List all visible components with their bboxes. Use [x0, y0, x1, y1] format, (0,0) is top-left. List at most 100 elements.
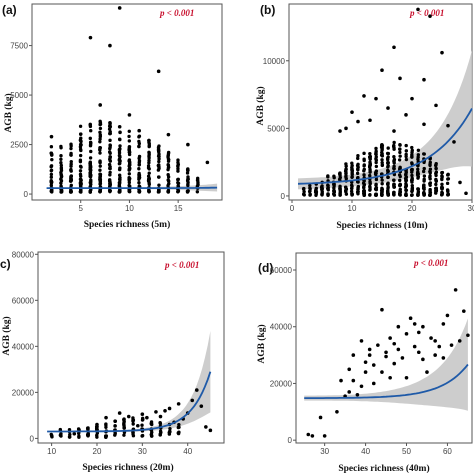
data-point [449, 343, 454, 347]
data-point [131, 432, 135, 436]
data-point [89, 129, 93, 133]
x-tick-label: 20 [93, 447, 102, 456]
data-point [421, 357, 425, 362]
data-point [374, 182, 378, 187]
data-point [380, 152, 384, 156]
data-point [362, 188, 366, 193]
y-tick-label: 20000 [12, 388, 35, 397]
data-point [136, 423, 140, 428]
data-point [127, 113, 132, 117]
data-point [332, 176, 336, 180]
data-point [384, 354, 388, 359]
data-point [374, 164, 379, 169]
data-point [412, 344, 417, 349]
data-point [147, 144, 151, 149]
data-point [398, 143, 402, 147]
data-point [374, 185, 379, 190]
data-point [127, 176, 131, 180]
data-point [186, 168, 190, 173]
data-point [349, 186, 354, 191]
data-point [88, 35, 93, 40]
y-tick-label: 40000 [12, 342, 35, 351]
data-point [351, 353, 356, 357]
data-point [67, 428, 72, 432]
data-point [374, 152, 378, 156]
data-point [107, 150, 112, 154]
data-point [373, 172, 378, 177]
data-point [79, 132, 83, 136]
data-point [441, 356, 446, 360]
data-point [434, 182, 438, 187]
data-point [118, 147, 122, 151]
data-point [466, 333, 470, 338]
data-point [429, 336, 433, 340]
y-tick-label: 5000 [10, 91, 28, 100]
data-point [69, 146, 73, 151]
data-point [386, 106, 390, 110]
data-point [404, 184, 409, 188]
data-point [392, 45, 396, 50]
data-point [166, 153, 171, 157]
data-point [59, 160, 63, 165]
data-point [416, 176, 420, 180]
data-point [147, 158, 151, 163]
data-point [434, 179, 438, 183]
data-point [404, 375, 409, 380]
data-point [118, 130, 122, 135]
data-point [355, 392, 360, 397]
data-point [337, 177, 342, 181]
data-point [49, 183, 54, 188]
data-point [186, 175, 190, 179]
data-point [127, 189, 132, 194]
data-point [368, 151, 372, 156]
data-point [79, 189, 83, 193]
data-point [196, 182, 200, 186]
data-point [176, 167, 180, 171]
data-point [344, 188, 348, 193]
data-point [445, 313, 450, 318]
x-tick-label: 10 [47, 447, 56, 456]
data-point [408, 316, 413, 321]
data-point [98, 147, 102, 151]
data-point [398, 154, 402, 158]
data-point [127, 172, 132, 176]
data-point [344, 167, 348, 171]
data-point [79, 165, 83, 169]
data-point [386, 164, 390, 168]
data-point [59, 166, 64, 170]
data-point [380, 190, 384, 194]
data-point [167, 430, 172, 435]
data-point [359, 384, 364, 389]
y-tick-label: 2500 [10, 141, 28, 150]
data-point [59, 188, 64, 193]
data-point [446, 177, 451, 181]
data-point [416, 330, 421, 335]
data-point [108, 156, 112, 161]
data-point [78, 124, 83, 129]
data-point [338, 171, 342, 175]
data-point [422, 183, 426, 187]
data-point [349, 189, 354, 194]
data-point [322, 434, 327, 438]
data-point [398, 76, 402, 81]
data-point [344, 164, 348, 168]
data-point [88, 156, 93, 160]
data-point [392, 129, 396, 133]
data-point [186, 142, 190, 147]
data-point [374, 157, 378, 161]
data-point [398, 150, 402, 155]
data-point [421, 324, 425, 329]
data-point [146, 166, 151, 170]
panel-a-frame [31, 3, 223, 201]
data-point [350, 175, 354, 179]
data-point [398, 178, 402, 183]
x-tick-label: 10 [348, 204, 357, 213]
data-point [78, 169, 83, 173]
data-point [140, 423, 144, 427]
data-point [368, 160, 372, 164]
data-point [137, 135, 141, 139]
panel-a-p-value: p < 0.001 [159, 8, 194, 18]
data-point [326, 174, 330, 178]
data-point [338, 193, 342, 197]
data-point [59, 181, 63, 185]
